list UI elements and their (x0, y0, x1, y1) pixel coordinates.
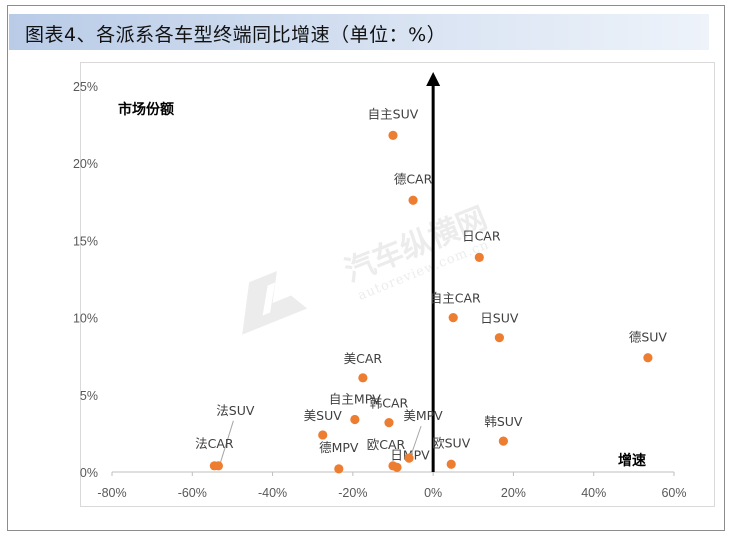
label-leader-line (219, 420, 234, 463)
x-tick-label: -60% (178, 486, 207, 500)
point-label: 德SUV (629, 330, 668, 345)
x-tick-label: 40% (581, 486, 606, 500)
axes: -80% -60% -40% -20% 0% 20% 40% 60% 0% 5% 10% 15% 20%… (73, 72, 687, 500)
point-label: 美SUV (304, 408, 343, 423)
data-point (408, 195, 418, 205)
label-leader-line (410, 425, 422, 456)
point-label: 日CAR (462, 228, 501, 243)
y-tick-label: 10% (73, 312, 98, 326)
figure-title: 图表4、各派系各车型终端同比增速（单位：%） (25, 24, 447, 46)
data-point (388, 130, 398, 141)
data-point (209, 461, 219, 471)
point-label: 日SUV (480, 311, 519, 326)
data-point (334, 464, 344, 474)
data-point (350, 414, 360, 425)
data-point (448, 313, 458, 323)
point-label: 美CAR (344, 351, 383, 366)
figure-header: 图表4、各派系各车型终端同比增速（单位：%） (9, 14, 709, 50)
point-label: 自主MPV (329, 392, 381, 407)
y-tick-label: 20% (73, 157, 98, 171)
point-label: 自主CAR (430, 291, 481, 306)
data-point (318, 430, 328, 440)
point-label: 欧CAR (367, 437, 406, 452)
data-point (494, 333, 504, 343)
point-label: 法SUV (216, 403, 255, 418)
point-label: 自主SUV (368, 106, 419, 121)
y-tick-label: 0% (80, 466, 98, 480)
x-tick-label: 0% (424, 486, 442, 500)
x-tick-label: 20% (501, 486, 526, 500)
point-label: 德CAR (394, 171, 433, 186)
y-tick-label: 15% (73, 234, 98, 248)
plot-area-border (80, 62, 715, 507)
data-point (446, 459, 456, 469)
y-tick-label: 5% (80, 389, 98, 403)
data-point (392, 462, 402, 472)
point-label: 美MPV (403, 408, 443, 423)
data-point (358, 373, 368, 383)
y-axis-title: 市场份额 (118, 101, 174, 118)
point-label: 欧SUV (432, 435, 471, 450)
data-points (209, 130, 653, 474)
figure-frame (7, 5, 725, 531)
x-tick-label: 60% (661, 486, 686, 500)
data-point (474, 252, 484, 262)
point-label: 德MPV (319, 440, 359, 455)
data-point (498, 436, 508, 446)
x-tick-label: -80% (97, 486, 126, 500)
watermark-logo-icon (242, 271, 308, 335)
x-tick-label: -20% (338, 486, 367, 500)
point-label: 韩SUV (484, 414, 523, 429)
data-point (404, 453, 414, 463)
y-axis-arrowhead-icon (426, 72, 441, 86)
y-tick-label: 25% (73, 80, 98, 94)
data-point (384, 417, 394, 428)
x-tick-label: -40% (258, 486, 287, 500)
data-point (643, 353, 653, 363)
point-label: 法CAR (195, 436, 234, 451)
point-labels: 自主SUV德CAR日CAR自主CAR日SUV德SUV美CAR自主MPV韩CAR美… (195, 106, 668, 463)
x-axis-title: 增速 (618, 452, 646, 469)
point-label: 韩CAR (370, 396, 409, 411)
